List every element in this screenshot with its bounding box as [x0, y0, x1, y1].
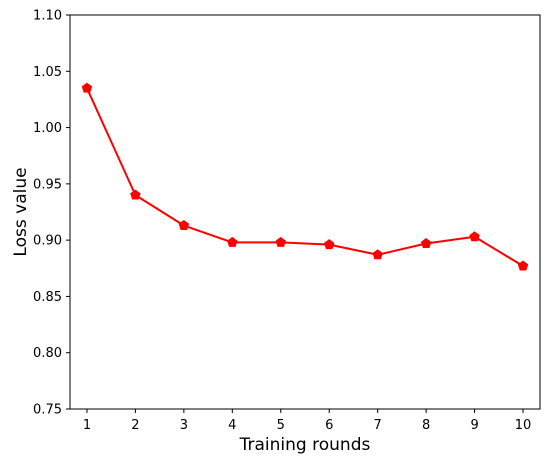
x-tick-label: 10 — [515, 418, 532, 433]
x-tick-label: 9 — [470, 418, 478, 433]
data-point-marker — [81, 82, 93, 93]
x-axis: 1 2 3 4 5 6 7 8 9 10 — [83, 409, 531, 433]
series-layer — [81, 82, 529, 271]
data-point-marker — [275, 236, 287, 247]
y-tick-label: 0.95 — [33, 177, 62, 192]
x-tick-label: 3 — [180, 418, 188, 433]
y-axis-label: Loss value — [11, 167, 31, 256]
y-tick-label: 1.05 — [33, 65, 62, 80]
data-point-marker — [372, 249, 383, 260]
y-tick-label: 0.75 — [33, 403, 62, 418]
y-tick-label: 1.10 — [33, 9, 62, 24]
data-point-marker — [469, 231, 480, 242]
x-axis-label: Training rounds — [239, 435, 371, 455]
y-tick-label: 0.90 — [33, 234, 62, 249]
x-tick-label: 5 — [277, 418, 285, 433]
data-point-marker — [517, 260, 529, 271]
data-point-marker — [178, 220, 190, 230]
x-tick-label: 2 — [131, 418, 139, 433]
x-tick-label: 1 — [83, 418, 91, 433]
x-tick-label: 7 — [374, 418, 382, 433]
x-tick-label: 4 — [228, 418, 236, 433]
y-tick-label: 0.80 — [33, 346, 62, 361]
x-tick-label: 8 — [422, 418, 430, 433]
x-tick-label: 6 — [325, 418, 333, 433]
data-point-marker — [323, 239, 335, 250]
data-point-marker — [130, 189, 141, 200]
y-tick-label: 0.85 — [33, 290, 62, 305]
y-axis: 0.75 0.80 0.85 0.90 0.95 1.00 1.05 1.10 — [33, 9, 70, 418]
plot-frame — [69, 14, 541, 410]
y-tick-label: 1.00 — [33, 121, 62, 136]
data-point-marker — [227, 236, 238, 247]
data-point-marker — [420, 238, 432, 248]
series-line — [86, 87, 524, 267]
